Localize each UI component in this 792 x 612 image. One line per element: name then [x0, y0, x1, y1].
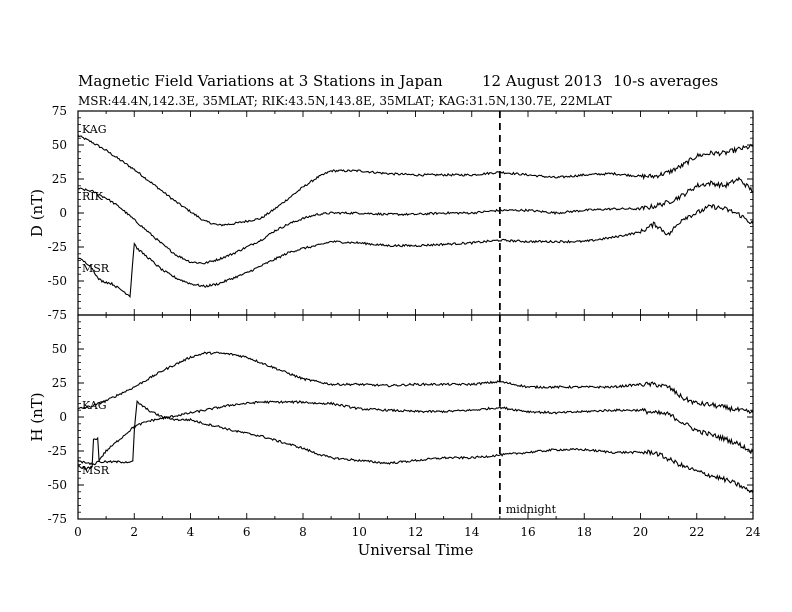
- title-averaging: 10-s averages: [613, 72, 719, 90]
- x-tick-label: 4: [187, 525, 195, 539]
- title-date: 12 August 2013: [482, 72, 603, 90]
- stations-subtitle: MSR:44.4N,142.3E, 35MLAT; RIK:43.5N,143.…: [78, 94, 612, 108]
- x-axis-label: Universal Time: [358, 541, 474, 559]
- x-tick-label: 20: [633, 525, 648, 539]
- y-axis-label: H (nT): [28, 392, 46, 441]
- y-tick-label: -50: [48, 478, 67, 492]
- series-label-D-rik: RIK: [82, 190, 104, 203]
- series-line-D-kag: [77, 134, 754, 227]
- x-tick-label: 16: [520, 525, 535, 539]
- y-tick-label: 75: [52, 104, 67, 118]
- y-tick-label: 25: [52, 376, 67, 390]
- title-text: Magnetic Field Variations at 3 Stations …: [78, 72, 443, 90]
- x-tick-label: 14: [464, 525, 480, 539]
- y-tick-label: 50: [52, 138, 67, 152]
- y-tick-label: 0: [59, 206, 67, 220]
- y-tick-label: -50: [48, 274, 67, 288]
- y-tick-label: -25: [48, 444, 67, 458]
- x-tick-label: 10: [352, 525, 367, 539]
- x-tick-label: 22: [689, 525, 704, 539]
- y-tick-label: -75: [48, 308, 67, 322]
- series-line-D-rik: [77, 176, 754, 265]
- midnight-marker-label: midnight: [506, 503, 557, 516]
- x-tick-label: 12: [408, 525, 423, 539]
- series-line-H-rik: [77, 400, 754, 466]
- y-tick-label: 0: [59, 410, 67, 424]
- x-tick-label: 8: [299, 525, 307, 539]
- x-tick-label: 0: [74, 525, 82, 539]
- series-label-H-kag: KAG: [82, 399, 107, 412]
- chart-title: Magnetic Field Variations at 3 Stations …: [78, 72, 718, 90]
- x-tick-label: 24: [745, 525, 761, 539]
- y-tick-label: -75: [48, 512, 67, 526]
- panel-frame-H: [77, 314, 754, 520]
- series-label-D-kag: KAG: [82, 123, 107, 136]
- x-tick-label: 6: [243, 525, 251, 539]
- y-tick-label: 25: [52, 172, 67, 186]
- panel-frame-D: [77, 110, 754, 316]
- series-label-D-msr: MSR: [82, 262, 110, 275]
- series-line-D-msr: [77, 203, 754, 299]
- y-axis-label: D (nT): [28, 189, 46, 237]
- y-tick-label: 50: [52, 342, 67, 356]
- x-tick-label: 18: [577, 525, 592, 539]
- series-line-H-kag: [77, 351, 754, 415]
- x-tick-label: 2: [130, 525, 138, 539]
- series-label-H-msr: MSR: [82, 464, 110, 477]
- series-line-H-msr: [77, 399, 754, 494]
- y-tick-label: -25: [48, 240, 67, 254]
